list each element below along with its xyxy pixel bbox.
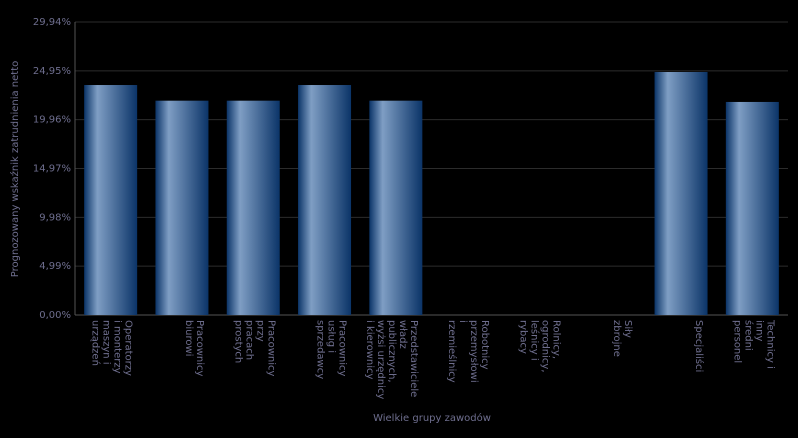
- y-tick-label: 0,00%: [39, 310, 71, 321]
- x-tick-label: zbrojne: [611, 320, 622, 357]
- x-tick-label: Pracownicy: [194, 320, 205, 377]
- bar: [298, 85, 352, 315]
- x-tick-label: sprzedawcy: [315, 320, 326, 379]
- y-tick-label: 19,96%: [33, 115, 71, 126]
- x-tick-label: i monterzy: [112, 320, 123, 374]
- x-tick-label: leśnicy i: [528, 320, 540, 361]
- bar: [84, 85, 138, 315]
- x-tick-label: Robotnicy: [479, 320, 490, 370]
- x-tick-label: i kierownicy: [364, 320, 375, 379]
- x-tick-label: Siły: [622, 320, 633, 338]
- x-axis-title: Wielkie grupy zawodów: [373, 412, 491, 424]
- y-tick-label: 4,99%: [39, 261, 71, 272]
- bar: [654, 72, 708, 315]
- x-tick-label: Pracownicy: [265, 320, 276, 377]
- x-tick-label: maszyn i: [101, 320, 112, 365]
- bar: [725, 101, 779, 315]
- x-tick-label: rzemieślnicy: [446, 320, 458, 383]
- x-tick-label: władz: [397, 320, 408, 349]
- y-tick-label: 24,95%: [33, 66, 71, 77]
- x-tick-label: przy: [254, 320, 265, 342]
- x-tick-label: rybacy: [517, 320, 528, 354]
- x-tick-label: Pracownicy: [337, 320, 348, 377]
- y-axis-title: Prognozowany wskaźnik zatrudnienia netto: [9, 61, 21, 277]
- bar: [369, 100, 423, 315]
- x-tick-label: ogrodnicy,: [539, 320, 550, 373]
- x-tick-label: biurowi: [183, 320, 194, 356]
- x-tick-label: wyżsi urzędnicy: [375, 320, 386, 399]
- x-tick-label: publicznych,: [386, 320, 397, 383]
- x-tick-label: inny: [753, 320, 764, 341]
- y-tick-label: 29,94%: [33, 17, 71, 28]
- x-tick-label: i: [457, 320, 468, 323]
- x-tick-label: usług i: [326, 320, 337, 353]
- x-tick-label: prostych: [232, 320, 243, 363]
- x-tick-label: Technicy i: [764, 319, 775, 369]
- x-tick-label: urządzeń: [90, 320, 102, 366]
- x-tick-label: pracach: [243, 320, 254, 360]
- y-tick-label: 9,98%: [39, 212, 71, 223]
- y-tick-label: 14,97%: [33, 164, 71, 175]
- x-tick-label: Operatorzy: [123, 320, 134, 376]
- x-tick-label: Rolnicy,: [550, 320, 561, 359]
- bar: [226, 100, 280, 315]
- x-tick-label: personel: [731, 320, 742, 363]
- bar: [155, 100, 209, 315]
- x-tick-label: Przedstawiciele: [408, 320, 419, 397]
- x-tick-label: Specjaliści: [693, 320, 705, 372]
- x-tick-label: przemysłowi: [468, 320, 479, 383]
- x-tick-label: średni: [742, 320, 754, 351]
